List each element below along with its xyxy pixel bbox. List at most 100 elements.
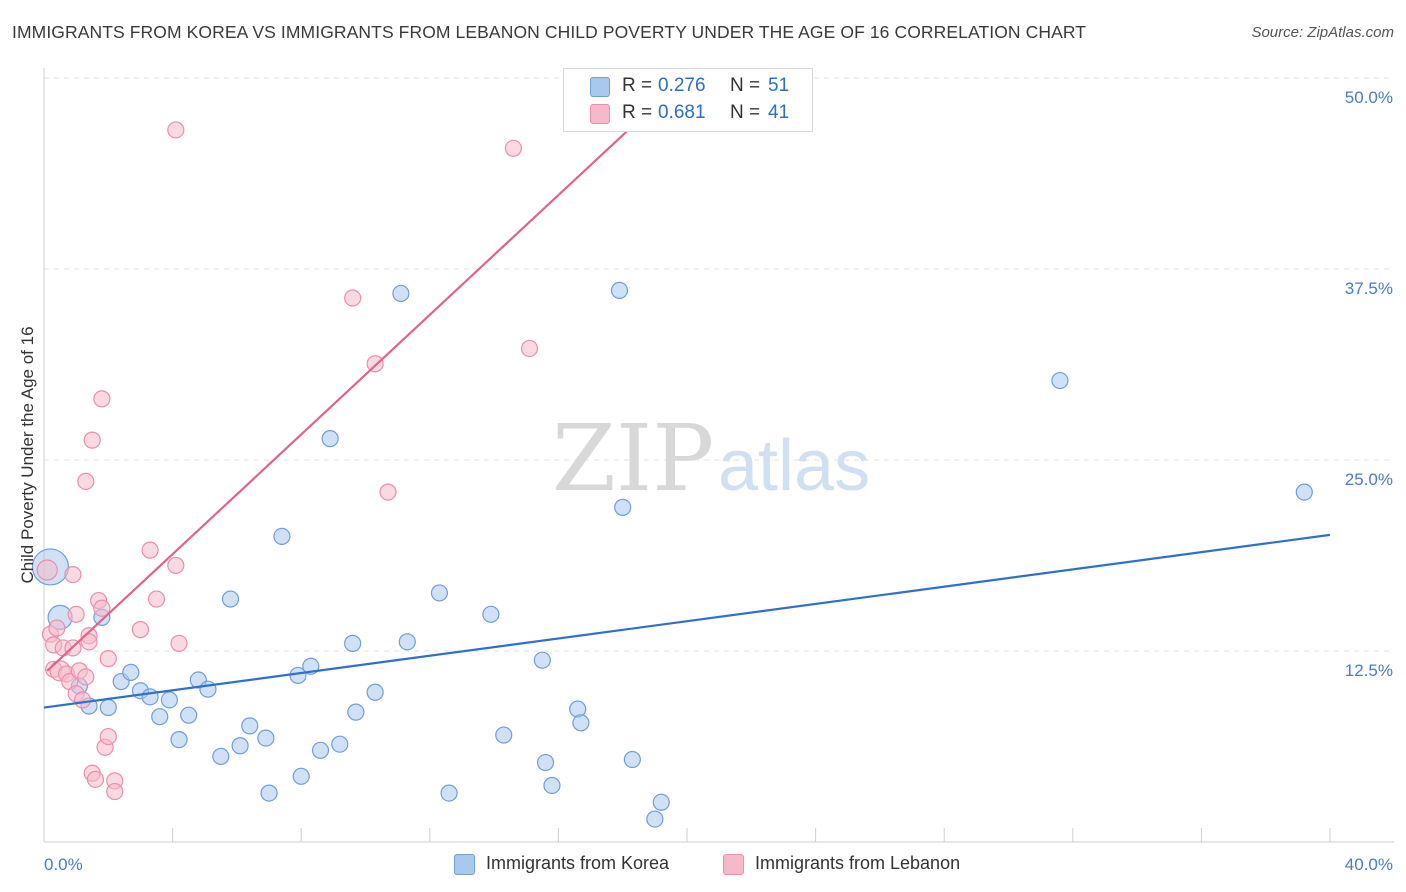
lebanon-point-35 <box>379 483 397 501</box>
y-tick-label-2: 37.5% <box>1345 279 1393 298</box>
lebanon-point-8 <box>64 565 82 584</box>
y-tick-label-3: 50.0% <box>1345 88 1393 107</box>
chart-title: IMMIGRANTS FROM KOREA VS IMMIGRANTS FROM… <box>12 22 1087 42</box>
korea-point-24 <box>292 767 310 785</box>
lebanon-point-0 <box>36 559 58 581</box>
korea-point-10 <box>151 708 169 726</box>
korea-point-22 <box>273 527 291 546</box>
lebanon-point-29 <box>147 590 166 608</box>
lebanon-point-10 <box>67 605 85 623</box>
korea-point-18 <box>231 737 249 755</box>
lebanon-legend-swatch <box>723 854 744 875</box>
korea-point-48 <box>1295 483 1313 501</box>
lebanon-legend-label: Immigrants from Lebanon <box>755 853 961 873</box>
korea-point-39 <box>536 753 555 772</box>
korea-legend-label: Immigrants from Korea <box>486 853 670 873</box>
tick-labels: 12.5% 25.0% 37.5% 50.0% 0.0% 40.0% <box>44 88 1393 874</box>
y-axis-label: Child Poverty Under the Age of 16 <box>18 326 37 583</box>
korea-point-45 <box>646 810 664 828</box>
korea-n-label: N = <box>730 75 761 96</box>
korea-point-21 <box>260 784 278 802</box>
korea-point-32 <box>392 284 410 303</box>
korea-point-19 <box>241 717 259 735</box>
korea-point-5 <box>99 698 117 717</box>
lebanon-point-36 <box>504 139 522 157</box>
korea-point-49 <box>572 714 590 732</box>
watermark: ZIP atlas <box>552 405 870 512</box>
watermark-zip: ZIP <box>552 405 714 512</box>
korea-point-35 <box>440 784 458 802</box>
korea-point-40 <box>543 776 561 795</box>
lebanon-point-12 <box>73 691 92 709</box>
korea-legend-swatch <box>454 854 475 875</box>
lebanon-point-30 <box>167 556 185 575</box>
lebanon-n-label: N = <box>730 102 761 123</box>
korea-point-43 <box>614 498 632 516</box>
korea-point-26 <box>311 741 330 759</box>
lebanon-point-20 <box>93 390 111 408</box>
korea-swatch <box>590 77 610 97</box>
korea-point-11 <box>160 691 178 709</box>
lebanon-point-16 <box>83 431 101 449</box>
korea-point-9 <box>141 688 159 706</box>
korea-point-34 <box>430 584 449 602</box>
korea-point-47 <box>1051 371 1069 390</box>
lebanon-point-28 <box>141 541 159 559</box>
lebanon-point-31 <box>170 634 188 652</box>
lebanon-point-13 <box>77 472 95 490</box>
lebanon-swatch <box>590 104 610 124</box>
trend-lines <box>43 95 1331 709</box>
korea-point-38 <box>533 651 551 669</box>
korea-point-44 <box>623 750 641 769</box>
lebanon-trend-line <box>46 95 666 672</box>
lebanon-point-40 <box>77 668 95 686</box>
watermark-atlas: atlas <box>718 426 870 506</box>
korea-point-15 <box>199 680 217 698</box>
korea-point-42 <box>610 281 629 299</box>
korea-point-46 <box>652 793 670 811</box>
lebanon-point-37 <box>520 339 539 358</box>
lebanon-n-value: 41 <box>768 102 790 123</box>
lebanon-point-38 <box>48 619 66 637</box>
korea-points <box>31 281 1313 828</box>
korea-point-7 <box>122 663 140 681</box>
korea-point-36 <box>482 605 500 623</box>
korea-point-16 <box>212 747 230 766</box>
lebanon-r-value: 0.681 <box>658 102 706 123</box>
korea-point-27 <box>321 430 339 448</box>
korea-point-20 <box>257 729 275 747</box>
lebanon-point-26 <box>106 782 124 801</box>
lebanon-point-15 <box>80 633 98 651</box>
korea-trend-line <box>43 533 1331 709</box>
korea-point-17 <box>221 590 240 608</box>
lebanon-points <box>36 121 539 801</box>
korea-point-31 <box>366 683 384 701</box>
korea-point-29 <box>344 634 362 652</box>
lebanon-point-23 <box>99 650 117 668</box>
korea-point-28 <box>331 735 349 753</box>
korea-r-value: 0.276 <box>658 75 706 96</box>
korea-point-33 <box>398 633 416 651</box>
korea-point-37 <box>495 726 513 744</box>
legend-series: Immigrants from Korea Immigrants from Le… <box>0 852 1406 878</box>
legend-stats: R = 0.276 N = 51 R = 0.681 N = 41 <box>563 68 813 132</box>
korea-point-12 <box>170 731 188 749</box>
lebanon-point-32 <box>167 121 185 139</box>
korea-point-30 <box>347 703 365 721</box>
y-tick-label-0: 12.5% <box>1345 661 1393 680</box>
lebanon-point-24 <box>99 727 117 746</box>
axes <box>43 68 1394 843</box>
source-credit: Source: ZipAtlas.com <box>1251 24 1394 41</box>
korea-n-value: 51 <box>768 75 790 96</box>
korea-point-13 <box>180 706 198 724</box>
lebanon-point-21 <box>93 599 111 617</box>
korea-r-label: R = <box>622 75 653 96</box>
lebanon-r-label: R = <box>622 102 653 123</box>
lebanon-point-18 <box>86 770 105 788</box>
lebanon-point-33 <box>344 289 362 307</box>
x-tick-label-1: 40.0% <box>1345 855 1393 874</box>
y-tick-label-1: 25.0% <box>1345 470 1393 489</box>
grid-lines <box>44 77 1394 652</box>
lebanon-point-34 <box>366 355 384 373</box>
